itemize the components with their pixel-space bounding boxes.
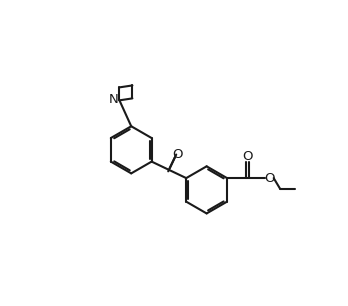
Text: O: O	[264, 172, 275, 185]
Text: O: O	[173, 148, 183, 162]
Text: N: N	[109, 93, 119, 106]
Text: O: O	[242, 150, 252, 163]
